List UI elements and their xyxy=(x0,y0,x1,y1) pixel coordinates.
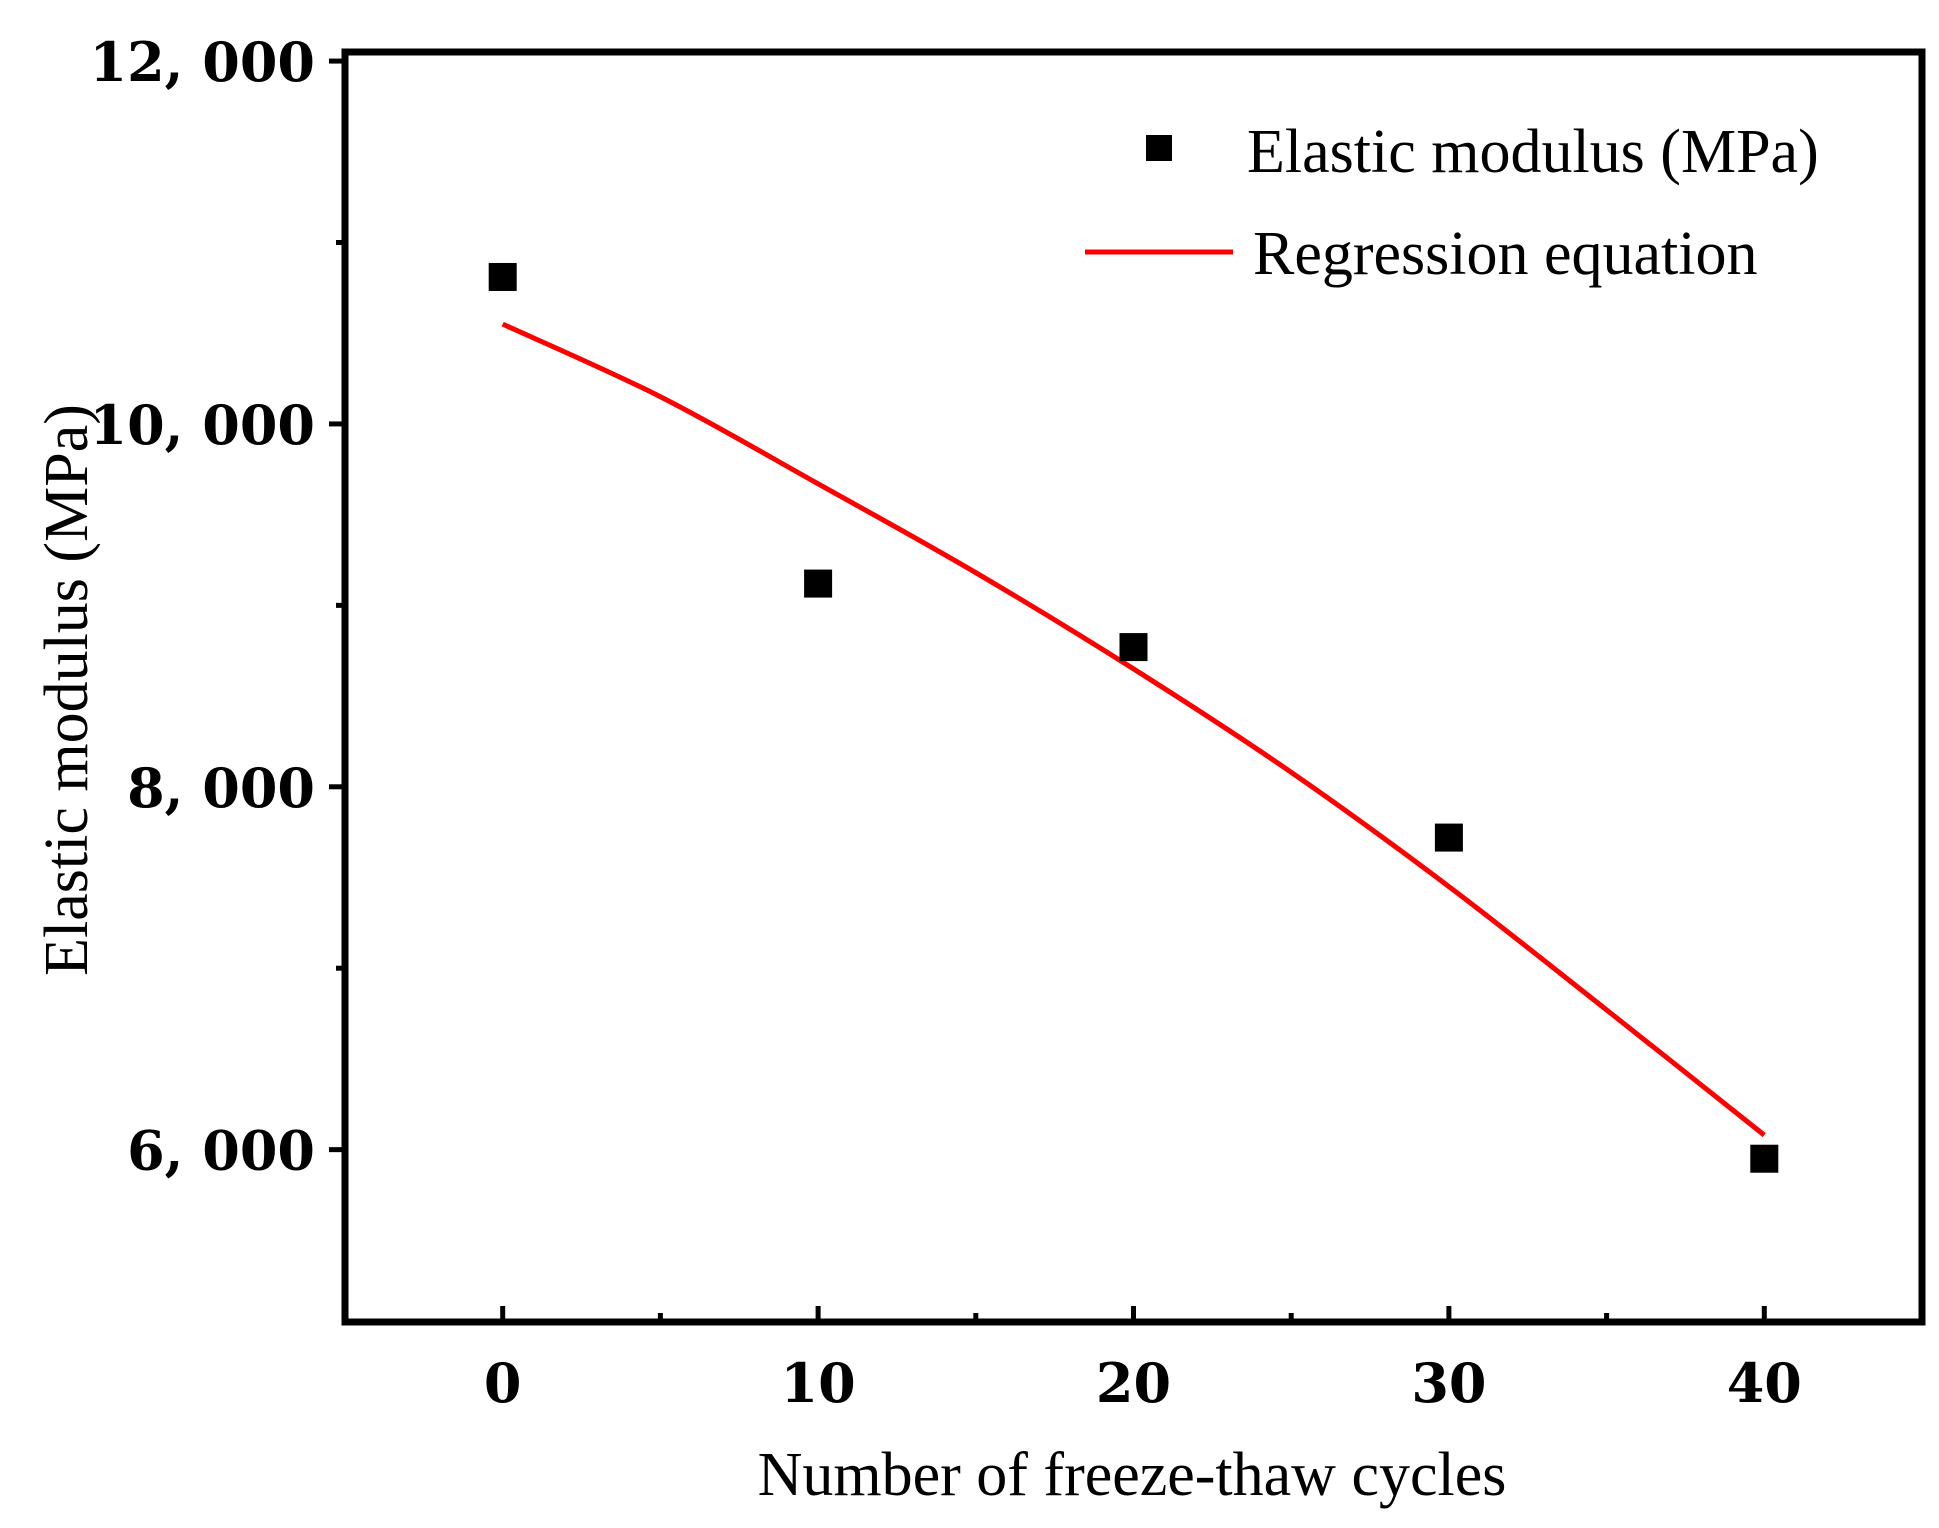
legend: Elastic modulus (MPa) Regression equatio… xyxy=(1085,118,1819,288)
y-axis-title: Elastic modulus (MPa) xyxy=(33,404,101,976)
data-point-square xyxy=(488,262,517,291)
x-tick-label: 20 xyxy=(1096,1351,1171,1415)
legend-marker-square-icon xyxy=(1146,135,1172,161)
x-axis-title: Number of freeze-thaw cycles xyxy=(758,1441,1507,1509)
y-tick-label: 12, 000 xyxy=(90,30,315,94)
legend-label-regression: Regression equation xyxy=(1253,220,1758,288)
regression-line xyxy=(501,321,1766,1138)
x-tick-label: 0 xyxy=(484,1351,522,1415)
x-tick-label: 10 xyxy=(781,1351,856,1415)
x-tick-label: 40 xyxy=(1727,1351,1802,1415)
y-tick-label: 10, 000 xyxy=(90,393,315,457)
data-point-square xyxy=(804,569,833,598)
x-tick-label: 30 xyxy=(1411,1351,1486,1415)
axis-tick-labels: 0 10 20 30 40 6, 000 8, 000 10, 000 12, 000 xyxy=(90,30,1802,1415)
data-point-square xyxy=(1434,823,1463,852)
axis-ticks xyxy=(329,58,1767,1322)
legend-label-elastic-modulus: Elastic modulus (MPa) xyxy=(1247,118,1819,186)
y-tick-label: 6, 000 xyxy=(127,1119,315,1183)
data-point-square xyxy=(1119,633,1148,662)
data-series xyxy=(488,262,1779,1173)
data-point-square xyxy=(1750,1144,1779,1173)
y-tick-label: 8, 000 xyxy=(127,756,315,820)
